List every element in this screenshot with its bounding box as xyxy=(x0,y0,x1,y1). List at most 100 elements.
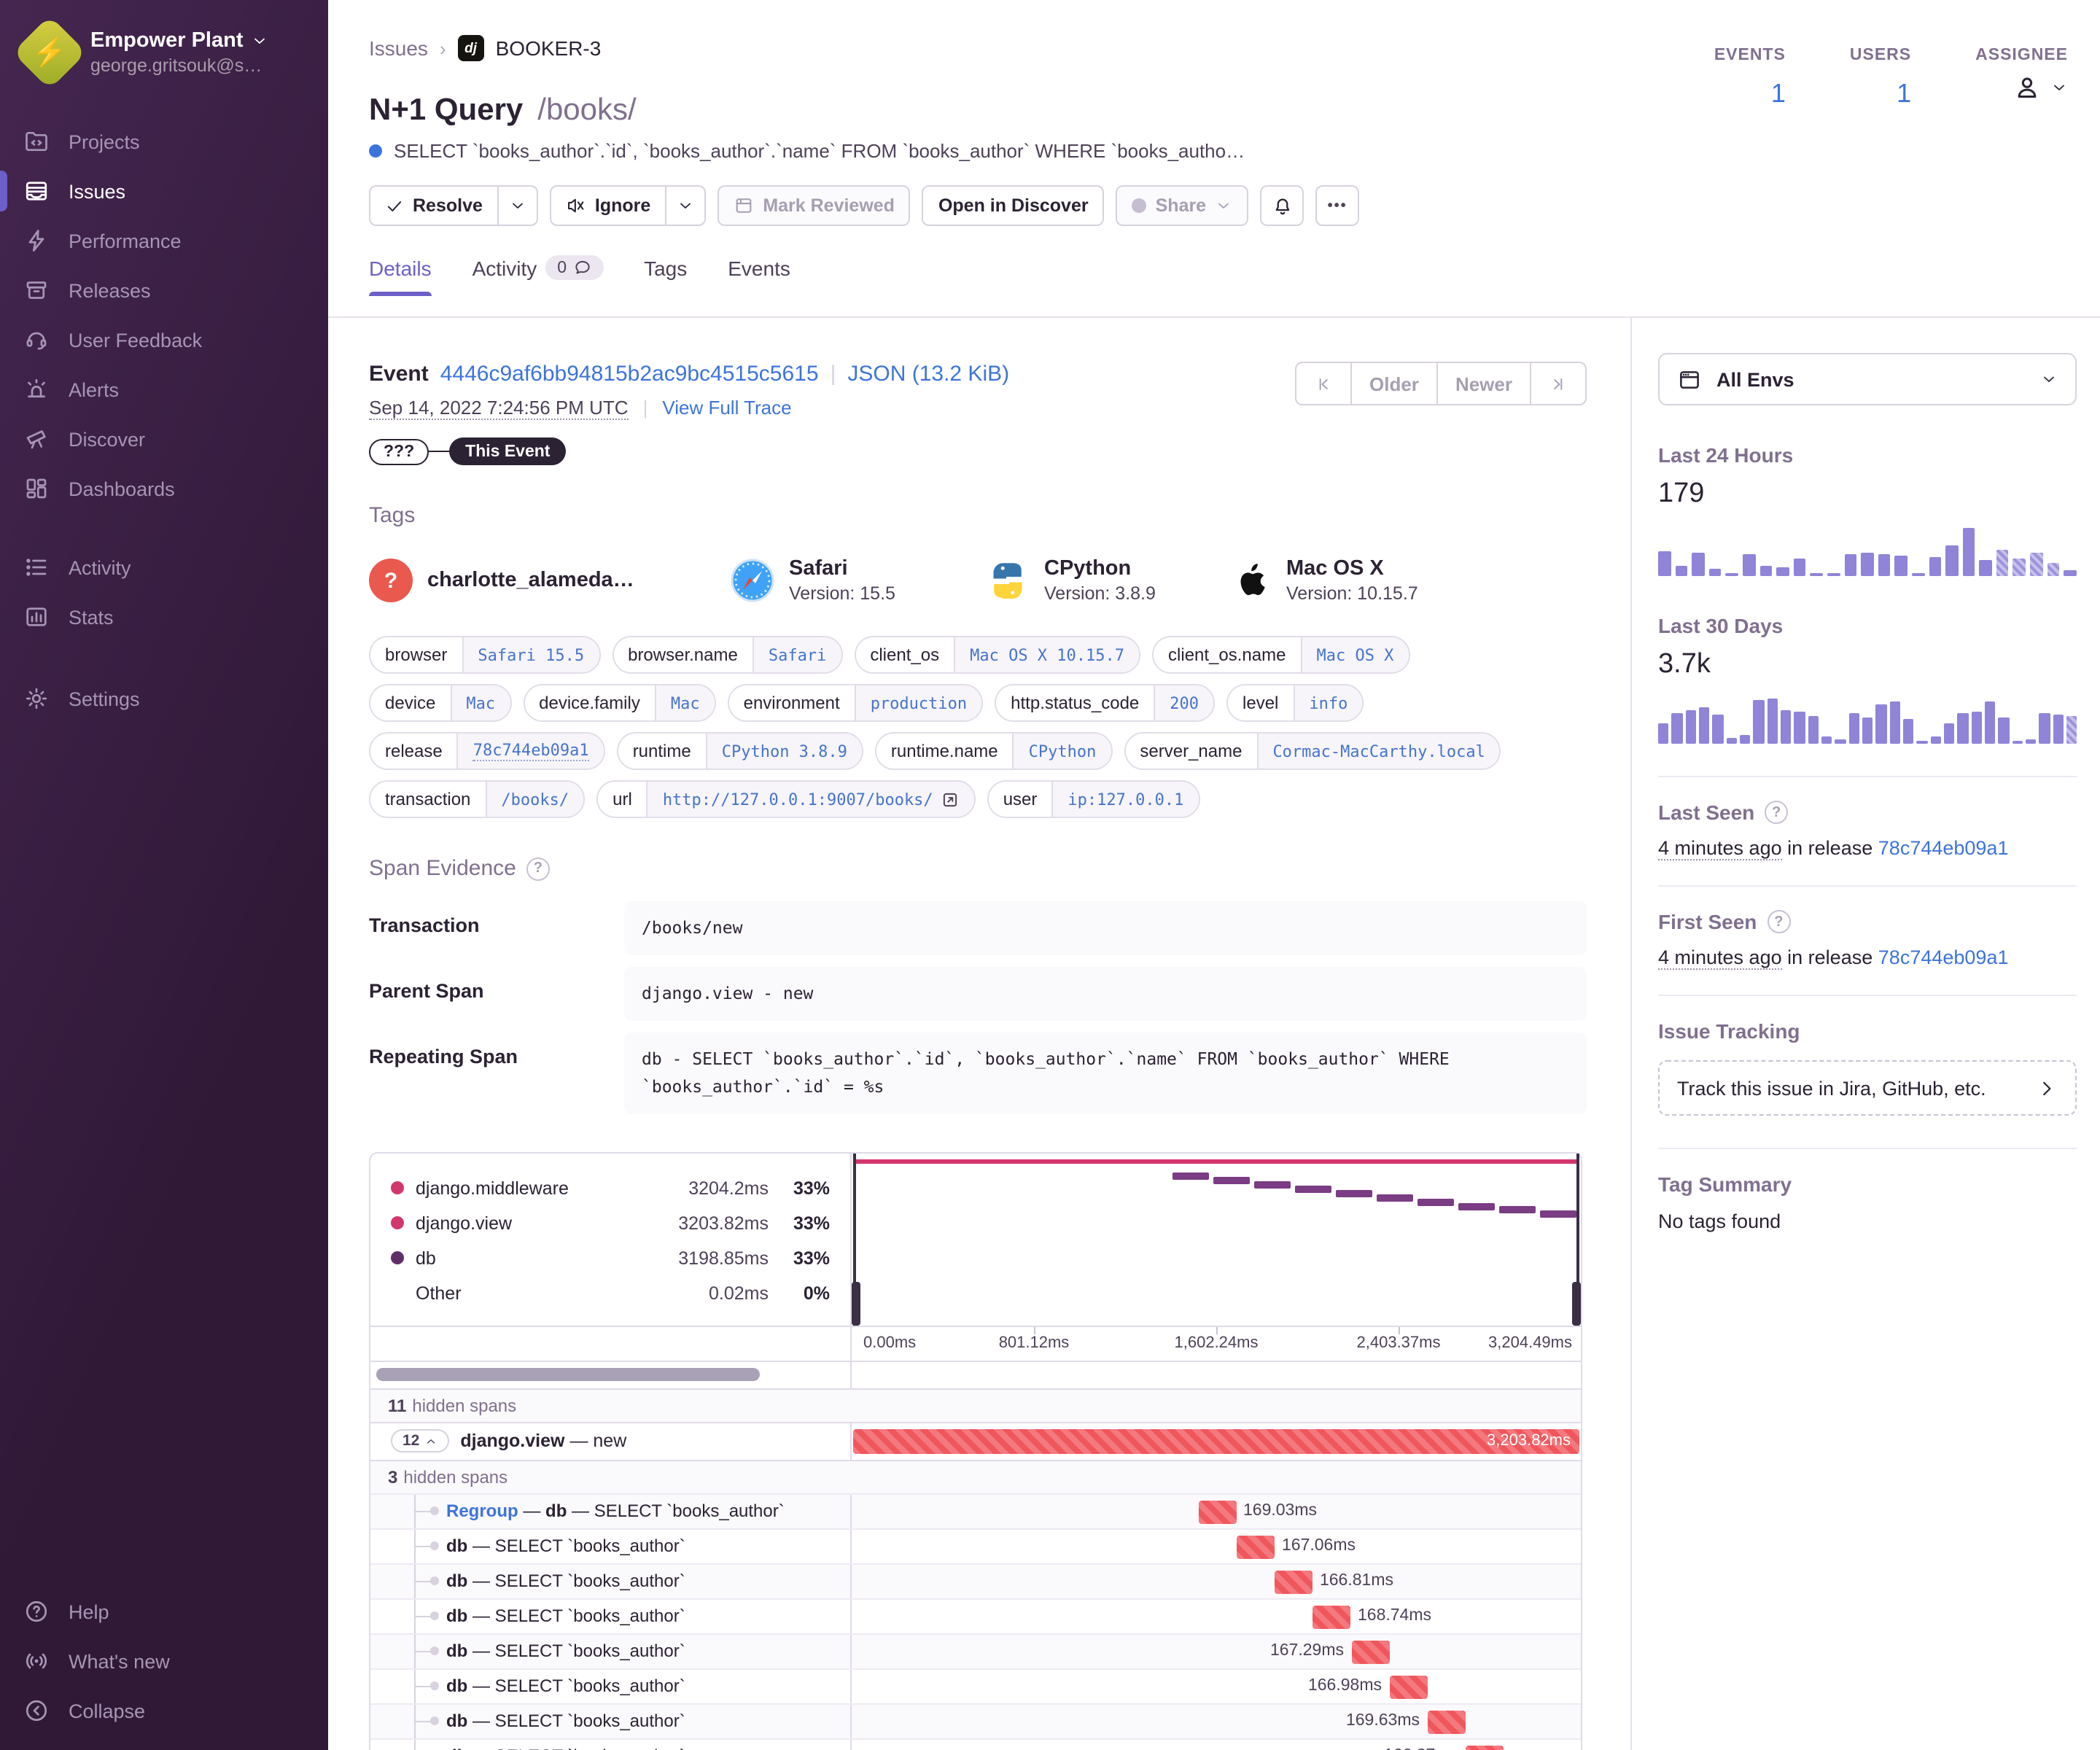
help-question-icon[interactable]: ? xyxy=(1767,910,1791,933)
help-question-icon[interactable]: ? xyxy=(526,857,550,880)
events-count[interactable]: 1 xyxy=(1770,79,1786,108)
bell-icon xyxy=(1271,195,1293,217)
tag-value-link[interactable]: Mac xyxy=(450,685,510,720)
org-switcher[interactable]: ⚡ Empower Plant george.gritsouk@s… xyxy=(0,0,328,90)
event-id-link[interactable]: 4446c9af6bb94815b2ac9bc4515c5615 xyxy=(440,362,819,386)
resolve-button[interactable]: Resolve xyxy=(369,185,538,226)
tag-value-link[interactable]: Mac OS X 10.15.7 xyxy=(954,637,1140,672)
sidebar-item-alerts[interactable]: Alerts xyxy=(0,365,328,414)
newer-event-button[interactable]: Newer xyxy=(1436,363,1530,404)
subscribe-bell-button[interactable] xyxy=(1260,185,1304,226)
last-30-days-histogram xyxy=(1658,699,2077,744)
tag-value-link[interactable]: ip:127.0.0.1 xyxy=(1051,782,1199,817)
last-seen-release-link[interactable]: 78c744eb09a1 xyxy=(1878,837,2009,859)
span-row[interactable]: db — SELECT `books_author` 166.98ms xyxy=(370,1668,1581,1703)
first-event-button[interactable] xyxy=(1296,363,1350,404)
span-row[interactable]: db — SELECT `books_author` 167.06ms xyxy=(370,1528,1581,1563)
user-feedback-icon xyxy=(23,327,50,353)
sidebar-item-settings[interactable]: Settings xyxy=(0,674,328,723)
external-link-icon[interactable] xyxy=(941,790,960,809)
hidden-spans-row[interactable]: 3 hidden spans xyxy=(370,1459,1581,1493)
tag-value-link[interactable]: info xyxy=(1293,685,1363,720)
tag-value-link[interactable]: Mac xyxy=(654,685,715,720)
span-group-row[interactable]: 12 django.view — new 3,203.82ms xyxy=(370,1421,1581,1460)
tag-value-link[interactable]: Mac OS X xyxy=(1300,637,1409,672)
open-in-discover-button[interactable]: Open in Discover xyxy=(922,185,1105,226)
ignore-button[interactable]: Ignore xyxy=(549,185,707,226)
more-actions-button[interactable]: ••• xyxy=(1315,185,1360,226)
event-json-link[interactable]: JSON (13.2 KiB) xyxy=(847,362,1010,386)
tag-value-link[interactable]: 200 xyxy=(1154,685,1214,720)
tab-tags[interactable]: Tags xyxy=(644,256,688,279)
sidebar-item-what-s-new[interactable]: What's new xyxy=(0,1636,328,1686)
python-icon xyxy=(986,559,1030,602)
sidebar-item-stats[interactable]: Stats xyxy=(0,592,328,642)
sidebar-item-help[interactable]: Help xyxy=(0,1587,328,1636)
histogram-bar xyxy=(1827,573,1840,576)
last-event-button[interactable] xyxy=(1530,363,1585,404)
sidebar-item-issues[interactable]: Issues xyxy=(0,166,328,216)
tab-details[interactable]: Details xyxy=(369,255,432,296)
last-seen-label: Last Seen xyxy=(1658,801,1755,824)
horizontal-scrollbar[interactable] xyxy=(376,1368,761,1382)
chevron-down-icon xyxy=(2040,370,2058,388)
tag-value-link[interactable]: http://127.0.0.1:9007/books/ xyxy=(646,782,974,817)
span-description: db — SELECT `books_author` xyxy=(446,1676,685,1697)
tag-value-link[interactable]: production xyxy=(854,685,982,720)
tag-value-link[interactable]: CPython 3.8.9 xyxy=(705,734,862,769)
this-event-pill[interactable]: This Event xyxy=(449,438,567,465)
resolve-dropdown-button[interactable] xyxy=(497,187,537,225)
waterfall-minimap[interactable] xyxy=(852,1153,1581,1326)
tab-activity[interactable]: Activity 0 xyxy=(472,255,604,295)
hidden-spans-row[interactable]: 11 hidden spans xyxy=(370,1388,1581,1422)
older-event-button[interactable]: Older xyxy=(1350,363,1436,404)
help-question-icon[interactable]: ? xyxy=(1765,801,1789,824)
sidebar-item-discover[interactable]: Discover xyxy=(0,414,328,464)
tag-value-link[interactable]: Safari xyxy=(752,637,841,672)
span-row[interactable]: db — SELECT `books_author` 169.63ms xyxy=(370,1703,1581,1738)
tag-value-link[interactable]: 78c744eb09a1 xyxy=(456,734,604,769)
sidebar-item-projects[interactable]: Projects xyxy=(0,117,328,166)
minimap-left-handle[interactable] xyxy=(852,1281,860,1326)
tag-value-link[interactable]: Safari 15.5 xyxy=(462,637,599,672)
sidebar-item-performance[interactable]: Performance xyxy=(0,216,328,265)
histogram-bar xyxy=(1821,736,1832,744)
unknown-event-pill[interactable]: ??? xyxy=(369,438,429,464)
tag-key: runtime xyxy=(618,734,706,769)
sidebar-item-user-feedback[interactable]: User Feedback xyxy=(0,315,328,365)
track-issue-button[interactable]: Track this issue in Jira, GitHub, etc. xyxy=(1658,1060,2077,1116)
assignee-selector[interactable] xyxy=(1975,73,2068,102)
tab-events[interactable]: Events xyxy=(728,256,790,279)
tag-key: client_os.name xyxy=(1154,637,1301,672)
first-seen-release-link[interactable]: 78c744eb09a1 xyxy=(1878,946,2009,968)
users-count[interactable]: 1 xyxy=(1897,79,1912,108)
first-seen-label: First Seen xyxy=(1658,910,1757,933)
broadcast-icon xyxy=(23,1648,50,1674)
span-row[interactable]: db — SELECT `books_author` 166.87ms xyxy=(370,1738,1581,1750)
sidebar-item-dashboards[interactable]: Dashboards xyxy=(0,464,328,513)
tag-pill-runtime.name: runtime.name CPython xyxy=(874,732,1113,770)
regroup-link[interactable]: Regroup xyxy=(446,1501,518,1522)
breadcrumb-issues-link[interactable]: Issues xyxy=(369,36,428,60)
tag-value-link[interactable]: CPython xyxy=(1012,734,1111,769)
mark-reviewed-button[interactable]: Mark Reviewed xyxy=(718,185,911,226)
span-row[interactable]: db — SELECT `books_author` 168.74ms xyxy=(370,1598,1581,1633)
span-row[interactable]: Regroup — db — SELECT `books_author` 169.… xyxy=(370,1493,1581,1528)
sidebar-item-releases[interactable]: Releases xyxy=(0,265,328,315)
share-button[interactable]: Share xyxy=(1116,185,1249,226)
span-row[interactable]: db — SELECT `books_author` 166.81ms xyxy=(370,1563,1581,1598)
span-duration-label: 167.29ms xyxy=(1269,1641,1344,1660)
span-row[interactable]: db — SELECT `books_author` 167.29ms xyxy=(370,1633,1581,1668)
tag-value-link[interactable]: /books/ xyxy=(485,782,584,817)
environment-selector[interactable]: All Envs xyxy=(1658,353,2077,405)
span-count-badge[interactable]: 12 xyxy=(391,1429,449,1453)
ignore-dropdown-button[interactable] xyxy=(665,187,704,225)
minimap-right-handle[interactable] xyxy=(1572,1281,1581,1326)
tag-value-link[interactable]: Cormac-MacCarthy.local xyxy=(1256,734,1500,769)
view-full-trace-link[interactable]: View Full Trace xyxy=(662,397,792,419)
sidebar-item-collapse[interactable]: Collapse xyxy=(0,1686,328,1735)
minimap-span xyxy=(1540,1210,1576,1218)
tag-pill-device: device Mac xyxy=(369,684,512,722)
sidebar-item-activity[interactable]: Activity xyxy=(0,542,328,592)
histogram-bar xyxy=(1780,709,1792,744)
